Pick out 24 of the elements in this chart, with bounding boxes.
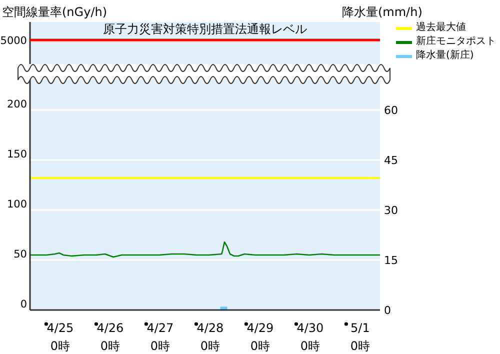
legend-label: 新庄モニタポスト: [416, 36, 496, 48]
text: 降水量(mm/h): [342, 4, 422, 21]
x-tick-label: 5/1 0時: [350, 321, 370, 353]
y2-tick-label: 60: [384, 104, 398, 117]
legend-label: 過去最大値: [416, 22, 466, 34]
legend-label: 降水量(新庄): [416, 50, 474, 62]
y2-tick-label: 0: [384, 304, 391, 317]
x-tick-label: 4/29 0時: [246, 321, 274, 353]
text: 原子力災害対策特別措置法通報レベル: [103, 22, 307, 36]
x-tick-label: 4/27 0時: [146, 321, 174, 353]
y-tick-label: 50: [14, 248, 27, 261]
y-tick-label: 150: [6, 148, 27, 161]
x-tick-label: 4/26 0時: [96, 321, 124, 353]
y2-tick-label: 15: [384, 254, 398, 267]
text: 5000: [0, 35, 27, 47]
y2-tick-label: 30: [384, 204, 398, 217]
text: 空間線量率(nGy/h): [2, 4, 108, 21]
y2-tick-label: 45: [384, 154, 398, 167]
x-tick-label: 4/25 0時: [46, 321, 74, 353]
y-tick-label: 200: [6, 98, 27, 111]
x-tick-label: 4/30 0時: [296, 321, 324, 353]
y-tick-label: 0: [20, 298, 27, 311]
x-tick-label: 4/28 0時: [196, 321, 224, 353]
y-tick-label: 100: [6, 198, 27, 211]
